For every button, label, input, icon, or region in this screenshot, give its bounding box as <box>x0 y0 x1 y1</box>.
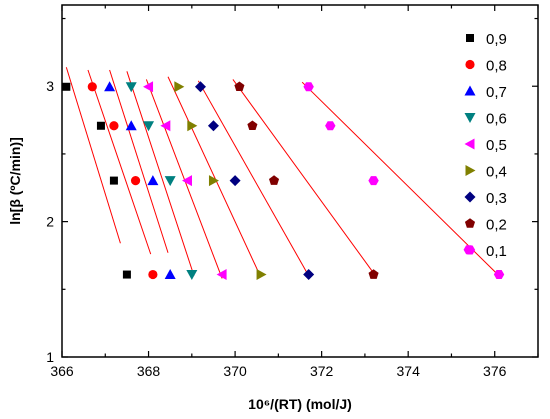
legend-label-8: 0,2 <box>486 217 507 234</box>
data-point-s2-p4 <box>148 269 158 280</box>
data-point-s9-p2 <box>325 121 336 131</box>
data-point-s9-p1 <box>303 82 314 92</box>
legend-label-1: 0,9 <box>486 31 507 48</box>
data-point-s2-p3 <box>130 175 141 186</box>
data-point-s8-p1 <box>234 81 245 92</box>
x-tick-label: 366 <box>50 363 74 379</box>
data-point-s8-p4 <box>368 269 379 279</box>
legend-label-7: 0,3 <box>486 190 507 207</box>
legend-label-5: 0,5 <box>486 137 507 154</box>
legend-marker-7 <box>464 191 476 203</box>
y-axis: 1 2 3 <box>46 17 538 365</box>
fit-line-2 <box>87 69 152 255</box>
legend-marker-6 <box>465 165 476 176</box>
data-point-s5-p4 <box>216 269 227 281</box>
data-point-s1-p4 <box>122 270 131 279</box>
data-point-s3-p3 <box>147 175 159 186</box>
data-point-s7-p4 <box>303 269 315 281</box>
data-point-s5-p1 <box>143 81 154 93</box>
data-point-s4-p2 <box>143 121 155 132</box>
y-tick-label: 1 <box>46 349 54 365</box>
legend-label-2: 0,8 <box>486 58 507 75</box>
legend-marker-5 <box>464 138 475 150</box>
markers <box>62 81 505 281</box>
legend-marker-9 <box>464 245 476 255</box>
data-point-s6-p4 <box>256 269 267 281</box>
fit-line-3 <box>109 69 169 253</box>
y-axis-title: ln[β (ºC/min)] <box>7 137 23 225</box>
data-point-s3-p4 <box>164 269 176 280</box>
fit-line-7 <box>197 80 310 277</box>
data-point-s5-p2 <box>160 120 171 132</box>
fit-line-1 <box>65 67 121 244</box>
fit-line-4 <box>126 71 195 276</box>
data-point-s7-p3 <box>229 175 241 187</box>
y-tick-label: 3 <box>46 78 54 94</box>
fit-line-5 <box>145 79 223 279</box>
legend-label-4: 0,6 <box>486 111 507 128</box>
fit-line-8 <box>232 79 374 274</box>
fit-line-9 <box>301 81 500 277</box>
x-axis-title: 10⁶/(RT) (mol/J) <box>248 396 352 412</box>
data-point-s3-p1 <box>104 81 116 92</box>
legend-marker-3 <box>464 85 476 96</box>
data-point-s4-p3 <box>164 176 176 187</box>
legend-marker-1 <box>466 34 474 42</box>
data-point-s2-p2 <box>109 121 119 131</box>
data-point-s6-p3 <box>208 175 219 187</box>
data-point-s7-p1 <box>194 81 206 93</box>
data-point-s4-p1 <box>125 82 137 93</box>
data-point-s3-p2 <box>125 120 137 131</box>
data-point-s4-p4 <box>186 270 198 281</box>
x-tick-label: 370 <box>223 363 247 379</box>
legend-label-6: 0,4 <box>486 164 507 181</box>
data-point-s5-p3 <box>181 175 192 187</box>
x-axis: 366 368 370 372 374 376 <box>50 5 539 379</box>
x-tick-label: 374 <box>397 363 421 379</box>
legend-label-9: 0,1 <box>486 243 507 260</box>
x-tick-label: 372 <box>310 363 334 379</box>
data-point-s9-p3 <box>368 176 379 186</box>
data-point-s6-p1 <box>174 81 185 93</box>
data-point-s2-p1 <box>87 82 97 92</box>
legend: 0,9 0,8 0,7 0,6 0,5 0,4 0,3 0,2 0,1 <box>464 31 507 260</box>
data-point-s6-p2 <box>187 120 198 132</box>
y-tick-label: 2 <box>46 214 54 230</box>
fit-line-6 <box>167 76 260 274</box>
data-point-s8-p2 <box>247 120 258 131</box>
fit-lines <box>65 67 500 279</box>
x-tick-label: 368 <box>137 363 161 379</box>
plot-frame <box>61 4 539 358</box>
legend-marker-4 <box>464 113 476 123</box>
legend-marker-2 <box>465 59 475 70</box>
data-point-s9-p5 <box>493 270 505 280</box>
legend-marker-8 <box>464 218 476 228</box>
data-point-s1-p3 <box>109 176 118 185</box>
data-point-s7-p2 <box>207 120 219 132</box>
legend-label-3: 0,7 <box>486 84 507 101</box>
data-point-s1-p2 <box>96 121 105 130</box>
data-point-s8-p3 <box>269 175 280 185</box>
x-tick-label: 376 <box>483 363 507 379</box>
